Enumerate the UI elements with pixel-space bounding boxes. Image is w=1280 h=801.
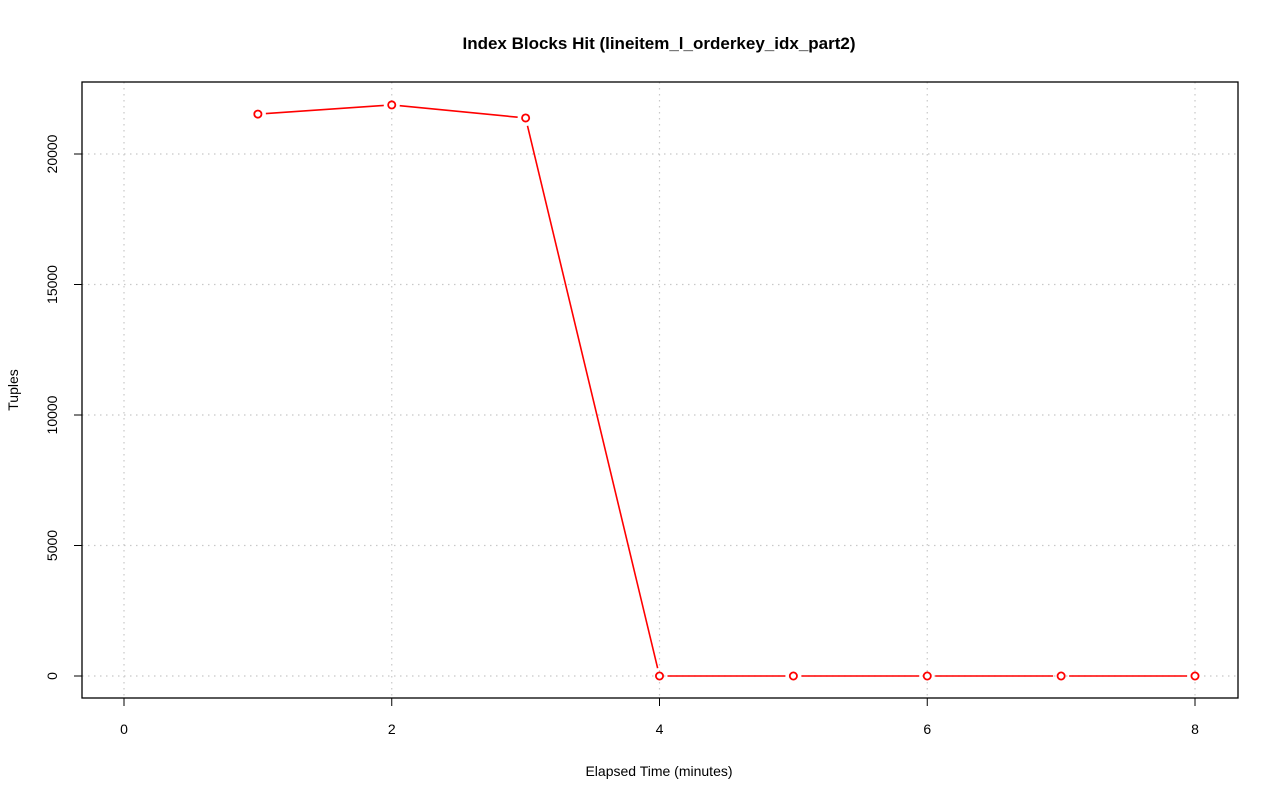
series-segment [526,125,659,669]
x-tick-label: 6 [923,721,931,737]
series-segment [399,104,518,119]
grid [82,82,1238,698]
data-point [387,100,397,110]
y-axis-label: Tuples [5,369,21,411]
y-tick-label: 0 [44,672,60,680]
data-point [655,671,665,681]
y-tick-label: 20000 [44,134,60,173]
chart-title: Index Blocks Hit (lineitem_l_orderkey_id… [462,34,855,53]
x-tick-label: 8 [1191,721,1199,737]
axes: 0 2 4 6 8 0 5000 10000 15000 20000 [44,134,1199,737]
y-tick-label: 15000 [44,265,60,304]
x-tick-label: 2 [388,721,396,737]
series-segment [265,104,384,115]
series [253,100,1200,681]
data-point [1056,671,1066,681]
data-point [521,113,531,123]
data-point [922,671,932,681]
plot-frame [81,81,1239,699]
data-point [1190,671,1200,681]
y-tick-label: 10000 [44,395,60,434]
data-point [253,109,263,119]
data-point [788,671,798,681]
y-tick-label: 5000 [44,530,60,561]
x-axis-label: Elapsed Time (minutes) [585,763,732,779]
x-tick-label: 4 [656,721,664,737]
x-tick-label: 0 [120,721,128,737]
